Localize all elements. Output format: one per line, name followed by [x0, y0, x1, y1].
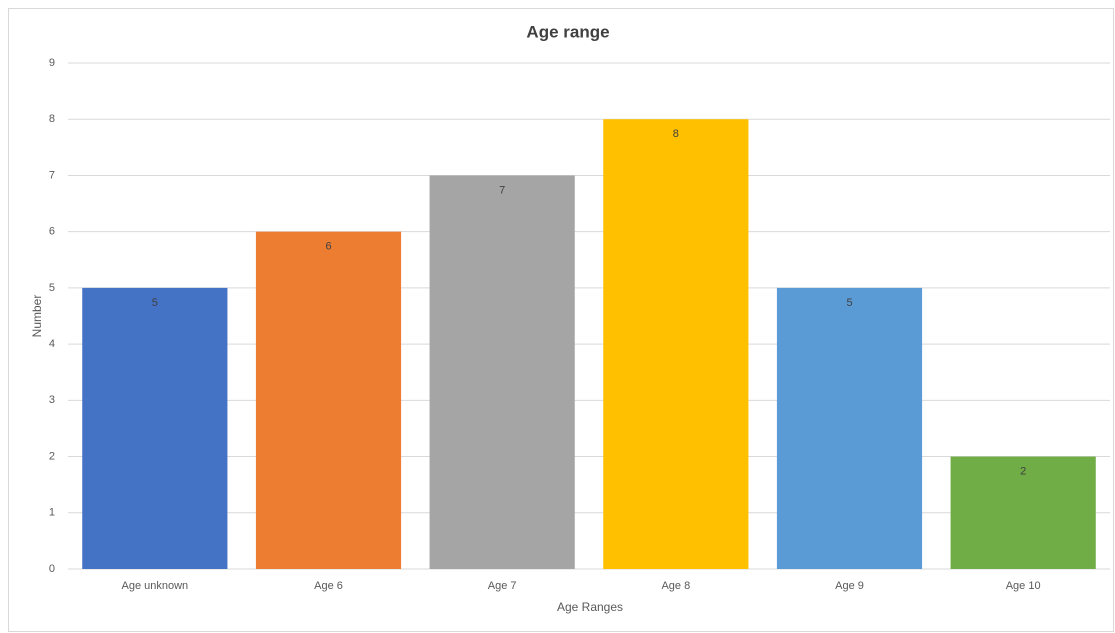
y-tick-label: 3: [49, 394, 55, 406]
y-tick-label: 5: [49, 282, 55, 294]
data-label: 2: [1020, 465, 1026, 477]
x-tick-label: Age 9: [835, 580, 864, 592]
chart-title: Age range: [526, 22, 609, 41]
bar: [255, 231, 402, 569]
x-axis-title: Age Ranges: [557, 600, 623, 614]
x-tick-label: Age 10: [1006, 580, 1041, 592]
data-label: 6: [325, 241, 331, 253]
data-label: 5: [846, 297, 852, 309]
y-tick-label: 7: [49, 169, 55, 181]
x-tick-label: Age 8: [661, 580, 690, 592]
bar: [82, 287, 228, 569]
y-tick-label: 9: [49, 57, 55, 69]
data-label: 7: [499, 184, 505, 196]
bar: [950, 456, 1096, 569]
y-tick-label: 2: [49, 450, 55, 462]
bar: [603, 119, 749, 569]
y-tick-label: 8: [49, 113, 55, 125]
y-tick-label: 0: [49, 563, 55, 575]
y-axis-title: Number: [30, 295, 44, 338]
x-tick-label: Age 6: [314, 580, 343, 592]
y-tick-label: 6: [49, 226, 55, 238]
bar: [776, 287, 923, 569]
y-tick-label: 1: [49, 507, 55, 519]
bar: [429, 175, 575, 569]
data-label: 8: [673, 128, 679, 140]
x-tick-label: Age unknown: [121, 580, 188, 592]
x-tick-label: Age 7: [488, 580, 517, 592]
y-tick-label: 4: [49, 338, 55, 350]
data-label: 5: [152, 297, 158, 309]
